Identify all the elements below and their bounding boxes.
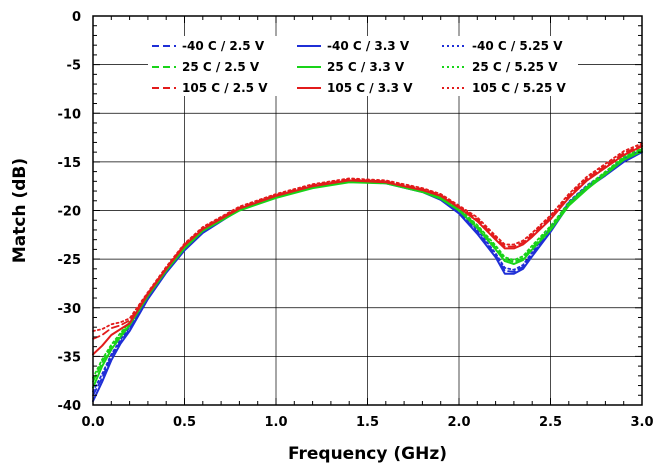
series-line bbox=[92, 150, 643, 389]
x-tick-label: 0.0 bbox=[81, 415, 104, 430]
legend-label: 25 C / 5.25 V bbox=[472, 60, 558, 74]
y-tick-label: 0 bbox=[72, 10, 81, 25]
series-lines bbox=[92, 142, 643, 403]
legend-label: 105 C / 2.5 V bbox=[182, 81, 268, 95]
legend-label: -40 C / 2.5 V bbox=[182, 39, 265, 53]
y-tick-label: -10 bbox=[58, 107, 82, 122]
y-tick-label: -20 bbox=[58, 205, 82, 220]
legend-label: -40 C / 3.3 V bbox=[327, 39, 410, 53]
y-tick-labels: 0 -5 -10 -15 -20 -25 -30 -35 -40 bbox=[58, 10, 82, 414]
y-axis-title: Match (dB) bbox=[10, 158, 30, 263]
legend-label: -40 C / 5.25 V bbox=[472, 39, 563, 53]
x-tick-label: 0.5 bbox=[173, 415, 196, 430]
y-tick-label: -30 bbox=[58, 302, 82, 317]
y-tick-label: -35 bbox=[58, 350, 82, 365]
legend-label: 25 C / 2.5 V bbox=[182, 60, 260, 74]
x-tick-label: 1.0 bbox=[264, 415, 287, 430]
y-tick-label: -5 bbox=[67, 59, 81, 74]
x-tick-labels: 0.0 0.5 1.0 1.5 2.0 2.5 3.0 bbox=[81, 415, 653, 430]
legend-background bbox=[148, 36, 578, 96]
x-tick-label: 2.0 bbox=[447, 415, 470, 430]
y-tick-label: -40 bbox=[58, 399, 82, 414]
y-tick-label: -15 bbox=[58, 156, 82, 171]
legend: -40 C / 2.5 V -40 C / 3.3 V -40 C / 5.25 V… bbox=[148, 36, 578, 96]
axis-ticks bbox=[92, 15, 643, 406]
legend-label: 105 C / 5.25 V bbox=[472, 81, 567, 95]
legend-label: 105 C / 3.3 V bbox=[327, 81, 413, 95]
series-line bbox=[92, 142, 643, 332]
legend-label: 25 C / 3.3 V bbox=[327, 60, 405, 74]
x-tick-label: 1.5 bbox=[356, 415, 379, 430]
series-line bbox=[92, 145, 643, 356]
y-tick-label: -25 bbox=[58, 253, 82, 268]
x-tick-label: 3.0 bbox=[630, 415, 653, 430]
x-tick-label: 2.5 bbox=[539, 415, 562, 430]
x-axis-title: Frequency (GHz) bbox=[288, 444, 447, 464]
